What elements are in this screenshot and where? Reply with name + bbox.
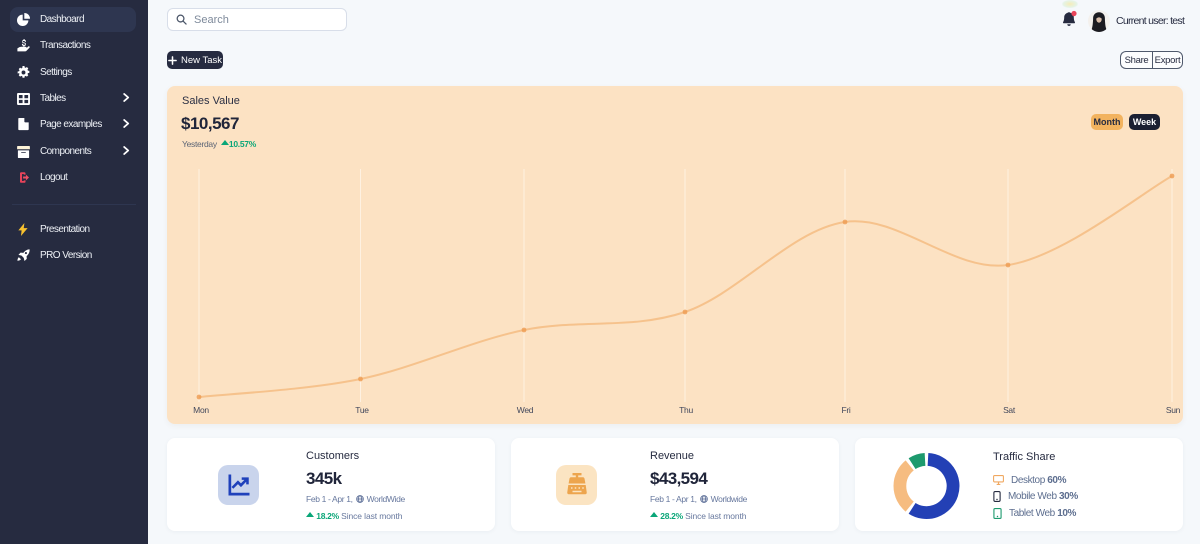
svg-text:Tue: Tue xyxy=(355,405,369,415)
svg-text:Mon: Mon xyxy=(193,405,209,415)
svg-text:Fri: Fri xyxy=(841,405,850,415)
svg-text:Sat: Sat xyxy=(1003,405,1016,415)
svg-text:Sun: Sun xyxy=(1166,405,1181,415)
svg-text:Wed: Wed xyxy=(517,405,534,415)
svg-text:Thu: Thu xyxy=(679,405,693,415)
